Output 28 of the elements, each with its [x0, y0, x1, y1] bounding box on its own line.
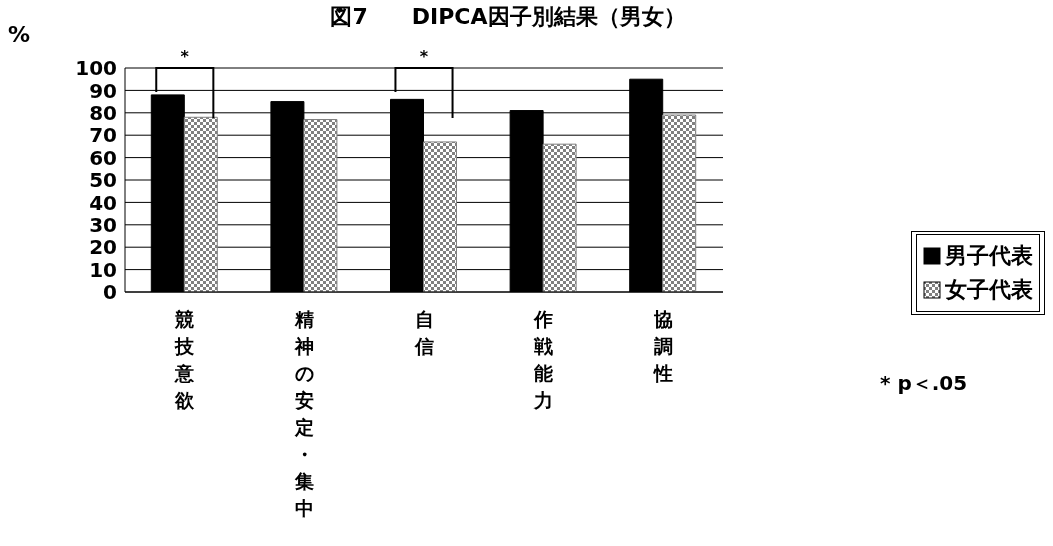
- y-tick-label: 70: [89, 123, 117, 148]
- bar: [303, 119, 338, 292]
- bar: [662, 114, 697, 292]
- text: *: [419, 47, 429, 66]
- y-tick-label: 50: [89, 168, 117, 193]
- y-axis-title: %: [8, 22, 31, 47]
- text: *: [180, 47, 190, 66]
- y-tick-label: 20: [89, 235, 117, 260]
- x-tick-label: 作戦能力: [533, 308, 554, 411]
- x-tick-label: 自信: [413, 308, 434, 357]
- y-tick-label: 80: [89, 100, 117, 125]
- y-tick-label: 30: [89, 212, 117, 237]
- bar: [542, 143, 577, 292]
- bar: [183, 116, 218, 292]
- y-tick-label: 40: [89, 190, 117, 215]
- x-tick-label: 協調性: [652, 308, 673, 384]
- y-tick-label: 100: [75, 56, 117, 81]
- chart-title: 図7 DIPCA因子別結果（男女）: [329, 3, 687, 31]
- y-tick-label: 60: [89, 145, 117, 170]
- y-tick-label: 90: [89, 78, 117, 103]
- y-tick-label: 10: [89, 257, 117, 282]
- x-tick-label: 競技意欲: [174, 308, 196, 411]
- text: * p＜.05: [880, 370, 968, 397]
- y-tick-label: 0: [103, 280, 117, 305]
- legend-label: 女子代表: [944, 276, 1033, 304]
- bar: [423, 141, 458, 292]
- x-tick-label: 精神の安定・集中: [293, 308, 314, 519]
- legend-label: 男子代表: [943, 242, 1033, 270]
